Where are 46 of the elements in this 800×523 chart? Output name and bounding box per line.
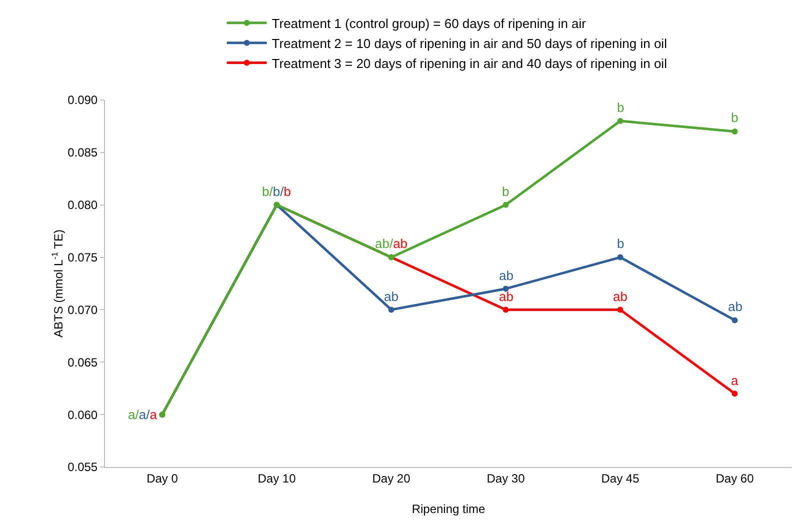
data-label: ab (499, 268, 514, 283)
data-label: b/ (262, 184, 274, 199)
point (617, 118, 624, 124)
x-tick-label: Day 60 (716, 471, 754, 486)
y-tick-label: 0.075 (68, 250, 98, 264)
data-label: ab (613, 289, 628, 304)
x-tick-label: Day 10 (258, 471, 296, 486)
point (502, 306, 509, 313)
legend-label: Treatment 2 = 10 days of ripening in air and 50 days of ripening in oil (272, 36, 668, 51)
point (732, 317, 738, 324)
data-label: b (617, 100, 624, 115)
y-tick-label: 0.055 (68, 460, 98, 474)
data-label: a/ (128, 407, 140, 422)
data-label: a (731, 373, 739, 388)
data-label: a/ (138, 407, 150, 422)
y-tick-label: 0.065 (68, 355, 98, 370)
data-label: a (150, 407, 158, 422)
data-label: ab (728, 299, 742, 314)
x-tick-label: Day 30 (486, 471, 526, 486)
data-label: b (617, 236, 624, 251)
y-tick-label: 0.070 (68, 302, 98, 317)
data-label: ab (393, 236, 408, 251)
data-label: b (284, 184, 291, 199)
legend-label: Treatment 3 = 20 days of ripening in air and 40 days of ripening in oil (272, 56, 668, 71)
legend-label: Treatment 1 (control group) = 60 days of ripening in air (272, 16, 587, 31)
x-tick-label: Day 0 (146, 471, 178, 486)
point (388, 306, 394, 313)
data-label: ab/ (375, 236, 394, 251)
data-label: b (502, 184, 510, 199)
data-label: b (731, 110, 738, 125)
point (502, 286, 509, 292)
point (617, 306, 624, 313)
point (617, 254, 624, 260)
y-tick-label: 0.080 (68, 198, 98, 212)
point (732, 128, 738, 134)
x-tick-label: Day 20 (372, 471, 411, 486)
y-tick-label: 0.090 (68, 93, 98, 108)
data-label: ab (384, 289, 398, 304)
y-tick-label: 0.085 (68, 146, 98, 160)
point (732, 390, 738, 397)
y-tick-label: 0.060 (68, 408, 98, 422)
data-label: b/ (272, 184, 284, 199)
x-axis-title: Ripening time (412, 502, 486, 516)
data-label: ab (499, 289, 514, 304)
x-tick-label: Day 45 (601, 471, 640, 486)
point (502, 202, 509, 208)
